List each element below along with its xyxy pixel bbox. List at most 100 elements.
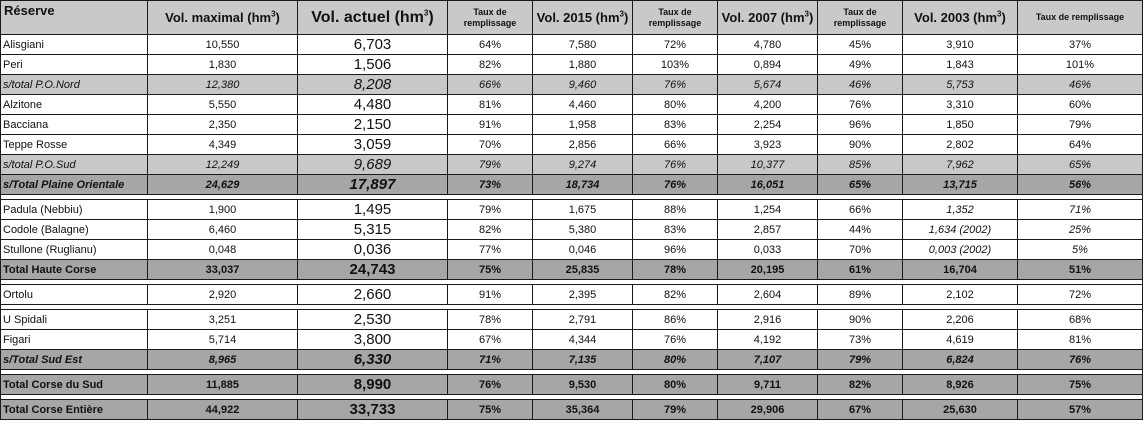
reserve-name-cell: Peri [0,54,148,75]
vol-2015-cell: 7,580 [532,34,633,55]
header-vol-2015: Vol. 2015 (hm3) [532,0,633,35]
vol-2007-cell: 2,916 [717,309,818,330]
reserve-name-cell: Alzitone [0,94,148,115]
vol-actuel-cell: 2,660 [297,284,448,305]
vol-actuel-cell: 1,506 [297,54,448,75]
taux-2015-cell: 76% [632,74,718,95]
reservoir-table: Réserve Vol. maximal (hm3) Vol. actuel (… [0,0,1143,420]
vol-2003-cell: 16,704 [902,259,1018,280]
taux-actuel-cell: 82% [447,219,533,240]
taux-2015-cell: 82% [632,284,718,305]
vol-actuel-cell: 3,059 [297,134,448,155]
taux-2003-cell: 64% [1017,134,1143,155]
vol-actuel-cell: 6,703 [297,34,448,55]
vol-2003-cell: 3,910 [902,34,1018,55]
vol-2007-cell: 20,195 [717,259,818,280]
taux-2007-cell: 90% [817,309,903,330]
vol-actuel-cell: 4,480 [297,94,448,115]
taux-2003-cell: 76% [1017,349,1143,370]
taux-2007-cell: 82% [817,374,903,395]
taux-actuel-cell: 79% [447,154,533,175]
taux-2007-cell: 44% [817,219,903,240]
vol-actuel-cell: 2,150 [297,114,448,135]
taux-2015-cell: 76% [632,154,718,175]
header-taux-2015: Taux de remplissage [632,0,718,35]
vol-max-cell: 1,830 [147,54,298,75]
header-taux-2007: Taux de remplissage [817,0,903,35]
vol-2007-cell: 2,604 [717,284,818,305]
vol-max-cell: 0,048 [147,239,298,260]
table-row: Alzitone 5,550 4,480 81% 4,460 80% 4,200 76% 3,3… [0,94,1143,115]
reserve-name-cell: s/Total Sud Est [0,349,148,370]
taux-2015-cell: 86% [632,309,718,330]
reserve-name-cell: s/total P.O.Nord [0,74,148,95]
vol-2007-cell: 2,857 [717,219,818,240]
reserve-name-cell: Stullone (Ruglianu) [0,239,148,260]
vol-2003-cell: 1,843 [902,54,1018,75]
taux-2003-cell: 75% [1017,374,1143,395]
table-row: s/Total Plaine Orientale 24,629 17,897 73% 1… [0,174,1143,195]
vol-actuel-cell: 1,495 [297,199,448,220]
taux-2015-cell: 83% [632,219,718,240]
taux-2007-cell: 90% [817,134,903,155]
vol-actuel-cell: 8,990 [297,374,448,395]
table-row: Total Corse Entière 44,922 33,733 75% 35,364… [0,399,1143,420]
taux-actuel-cell: 64% [447,34,533,55]
vol-2007-cell: 2,254 [717,114,818,135]
taux-2015-cell: 76% [632,329,718,350]
taux-actuel-cell: 91% [447,114,533,135]
taux-2015-cell: 80% [632,374,718,395]
vol-2015-cell: 9,274 [532,154,633,175]
taux-2015-cell: 66% [632,134,718,155]
vol-2007-cell: 29,906 [717,399,818,420]
taux-2007-cell: 76% [817,94,903,115]
table-row: Teppe Rosse 4,349 3,059 70% 2,856 66% 3,923 90%… [0,134,1143,155]
reserve-name-cell: Total Corse Entière [0,399,148,420]
reserve-name-cell: Total Corse du Sud [0,374,148,395]
taux-2003-cell: 72% [1017,284,1143,305]
vol-2007-cell: 10,377 [717,154,818,175]
taux-2003-cell: 56% [1017,174,1143,195]
vol-max-cell: 3,251 [147,309,298,330]
taux-2003-cell: 79% [1017,114,1143,135]
vol-2003-cell: 5,753 [902,74,1018,95]
vol-2015-cell: 1,958 [532,114,633,135]
header-vol-2003: Vol. 2003 (hm3) [902,0,1018,35]
taux-actuel-cell: 71% [447,349,533,370]
vol-2007-cell: 4,192 [717,329,818,350]
taux-2007-cell: 67% [817,399,903,420]
reserve-name-cell: Alisgiani [0,34,148,55]
reserve-name-cell: Figari [0,329,148,350]
taux-2007-cell: 49% [817,54,903,75]
vol-2003-cell: 0,003 (2002) [902,239,1018,260]
vol-2007-cell: 4,780 [717,34,818,55]
taux-2015-cell: 79% [632,399,718,420]
taux-2007-cell: 89% [817,284,903,305]
taux-actuel-cell: 79% [447,199,533,220]
table-row: U Spidali 3,251 2,530 78% 2,791 86% 2,916 90% 2,… [0,309,1143,330]
taux-2007-cell: 65% [817,174,903,195]
taux-2015-cell: 78% [632,259,718,280]
vol-max-cell: 10,550 [147,34,298,55]
vol-2007-cell: 7,107 [717,349,818,370]
vol-2003-cell: 2,206 [902,309,1018,330]
vol-2003-cell: 8,926 [902,374,1018,395]
reserve-name-cell: Padula (Nebbiu) [0,199,148,220]
taux-2015-cell: 103% [632,54,718,75]
reserve-name-cell: Bacciana [0,114,148,135]
vol-actuel-cell: 0,036 [297,239,448,260]
vol-max-cell: 12,249 [147,154,298,175]
taux-2007-cell: 66% [817,199,903,220]
taux-2003-cell: 25% [1017,219,1143,240]
vol-2015-cell: 4,344 [532,329,633,350]
taux-actuel-cell: 67% [447,329,533,350]
taux-2015-cell: 72% [632,34,718,55]
taux-actuel-cell: 66% [447,74,533,95]
vol-2015-cell: 9,460 [532,74,633,95]
vol-2003-cell: 2,102 [902,284,1018,305]
taux-2007-cell: 45% [817,34,903,55]
vol-actuel-cell: 8,208 [297,74,448,95]
taux-2003-cell: 46% [1017,74,1143,95]
taux-2003-cell: 57% [1017,399,1143,420]
vol-2015-cell: 1,880 [532,54,633,75]
